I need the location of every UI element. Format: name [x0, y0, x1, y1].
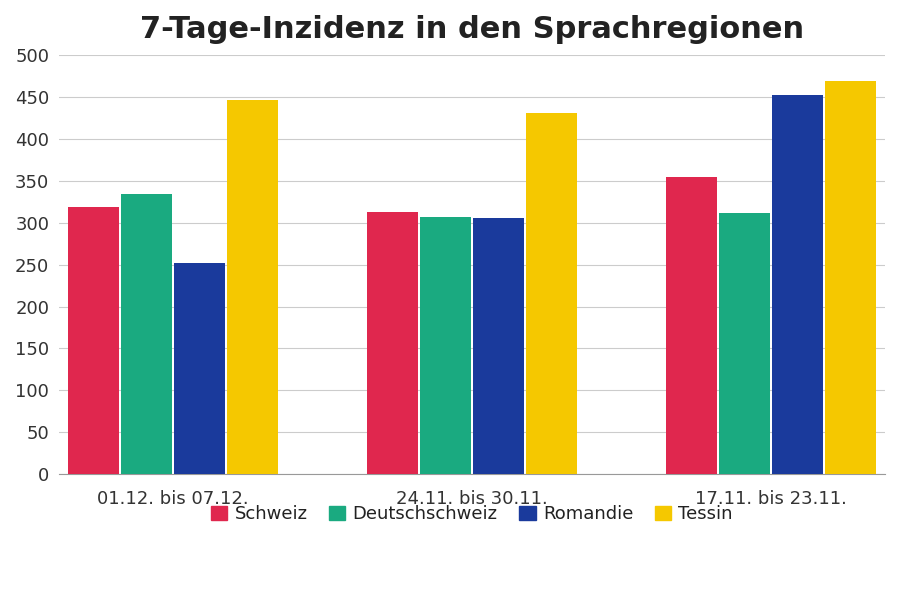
- Bar: [419, 217, 472, 475]
- Title: 7-Tage-Inzidenz in den Sprachregionen: 7-Tage-Inzidenz in den Sprachregionen: [140, 15, 804, 44]
- Bar: [121, 194, 173, 475]
- Bar: [718, 214, 770, 475]
- Legend: Schweiz, Deutschschweiz, Romandie, Tessin: Schweiz, Deutschschweiz, Romandie, Tessi…: [204, 498, 740, 530]
- Bar: [526, 113, 577, 475]
- Bar: [366, 212, 418, 475]
- Bar: [771, 95, 824, 475]
- Bar: [68, 208, 120, 475]
- Bar: [227, 100, 278, 475]
- Bar: [174, 263, 225, 475]
- Bar: [472, 218, 525, 475]
- Bar: [824, 80, 877, 475]
- Bar: [666, 177, 717, 475]
